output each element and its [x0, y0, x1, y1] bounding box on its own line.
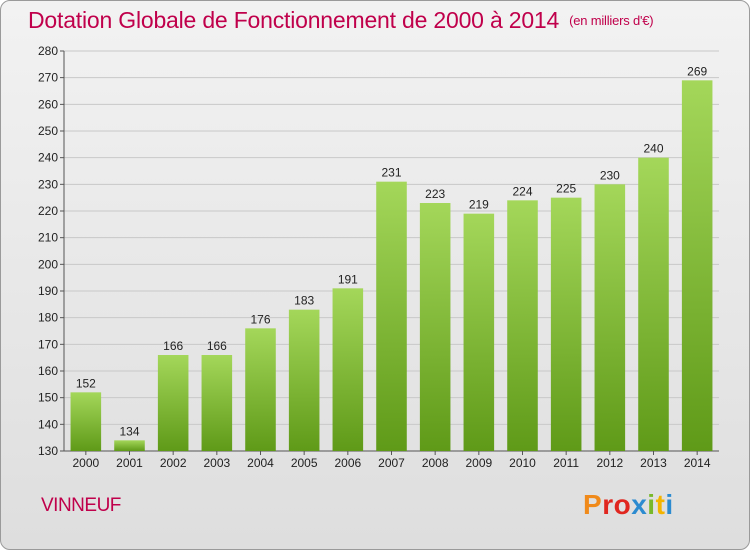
data-label-2004: 176	[250, 312, 270, 326]
x-tick-label-2007: 2007	[378, 456, 405, 470]
x-tick-label-2006: 2006	[334, 456, 361, 470]
y-tick-label: 150	[38, 391, 58, 405]
x-tick-label-2008: 2008	[422, 456, 449, 470]
data-label-2010: 224	[512, 184, 532, 198]
x-tick-label-2003: 2003	[203, 456, 230, 470]
y-tick-label: 270	[38, 71, 58, 85]
bar-2007	[376, 181, 407, 451]
y-tick-label: 250	[38, 124, 58, 138]
x-tick-label-2004: 2004	[247, 456, 274, 470]
x-tick-label-2001: 2001	[116, 456, 143, 470]
x-tick-label-2014: 2014	[684, 456, 711, 470]
y-tick-label: 200	[38, 257, 58, 271]
y-tick-label: 240	[38, 151, 58, 165]
bar-2001	[114, 440, 145, 451]
bar-2008	[419, 203, 451, 451]
chart-unit: (en milliers d'€)	[569, 13, 654, 28]
y-tick-label: 220	[38, 204, 58, 218]
y-tick-label: 170	[38, 337, 58, 351]
y-tick-label: 210	[38, 231, 58, 245]
data-label-2014: 269	[687, 64, 707, 78]
data-label-2001: 134	[119, 424, 139, 438]
bar-2009	[463, 213, 495, 451]
bar-2006	[332, 288, 364, 451]
labels: 130 140 150 160 170 180 190 200 210 220 230 240 250 2…	[38, 44, 711, 470]
chart-title: Dotation Globale de Fonctionnement de 20…	[28, 7, 654, 34]
x-tick-label-2012: 2012	[596, 456, 623, 470]
bar-2000	[70, 392, 102, 451]
bar-2010	[507, 200, 538, 451]
bar-2014	[681, 80, 713, 451]
proxiti-logo: Proxiti	[583, 489, 674, 520]
bar-2012	[594, 184, 626, 452]
data-label-2006: 191	[338, 272, 358, 286]
x-tick-label-2005: 2005	[291, 456, 318, 470]
data-label-2000: 152	[76, 376, 96, 390]
data-label-2008: 223	[425, 187, 445, 201]
x-tick-label-2000: 2000	[72, 456, 99, 470]
x-tick-label-2011: 2011	[553, 456, 579, 470]
bar-2005	[288, 309, 320, 451]
data-label-2005: 183	[294, 294, 314, 308]
y-tick-label: 130	[38, 444, 58, 458]
bars	[70, 80, 713, 452]
bar-2004	[245, 328, 276, 451]
x-tick-label-2009: 2009	[465, 456, 492, 470]
data-label-2012: 230	[600, 168, 620, 182]
bar-2011	[550, 197, 582, 451]
bar-2003	[201, 355, 233, 451]
data-label-2011: 225	[556, 182, 576, 196]
y-tick-label: 230	[38, 177, 58, 191]
bar-2002	[157, 355, 189, 451]
bar-2013	[638, 157, 669, 451]
y-tick-label: 140	[38, 417, 58, 431]
data-label-2009: 219	[469, 198, 489, 212]
x-tick-label-2010: 2010	[509, 456, 536, 470]
y-tick-label: 160	[38, 364, 58, 378]
y-tick-label: 190	[38, 284, 58, 298]
y-tick-label: 260	[38, 97, 58, 111]
y-tick-label: 280	[38, 44, 58, 58]
data-label-2002: 166	[163, 339, 183, 353]
chart-title-text: Dotation Globale de Fonctionnement de 20…	[28, 7, 560, 33]
commune-name: VINNEUF	[41, 495, 121, 516]
data-label-2013: 240	[643, 142, 663, 156]
y-tick-label: 180	[38, 311, 58, 325]
data-label-2007: 231	[381, 166, 401, 180]
x-tick-label-2013: 2013	[640, 456, 667, 470]
data-label-2003: 166	[207, 339, 227, 353]
x-tick-label-2002: 2002	[160, 456, 187, 470]
